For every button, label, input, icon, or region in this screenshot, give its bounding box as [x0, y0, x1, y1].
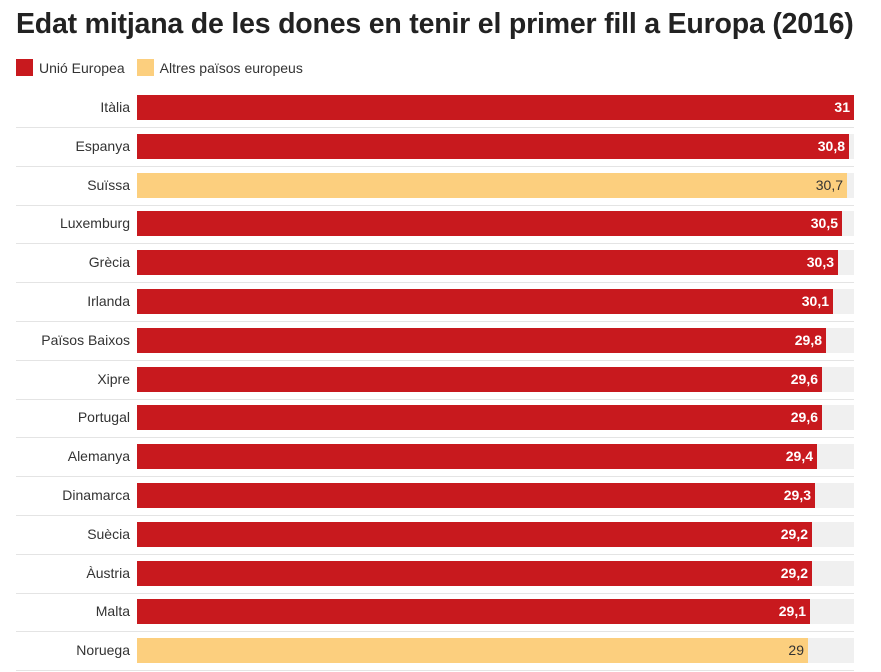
data-label: 29,8: [794, 331, 822, 348]
bar: [137, 289, 833, 314]
legend-swatch-eu: [16, 59, 33, 76]
bar: [137, 133, 849, 159]
category-label: Portugal: [77, 409, 130, 426]
category-label: Alemanya: [67, 448, 130, 465]
bar-row: Països Baixos 29,8: [16, 321, 854, 361]
category-label: Malta: [95, 603, 130, 620]
bar: [137, 560, 812, 586]
bar: [137, 95, 854, 120]
bar-row: Espanya 30,8: [16, 127, 854, 167]
bar-chart: Itàlia 31 Espanya 30,8 Suïssa 30,7 Luxemburg 30…: [0, 88, 881, 672]
bar: [137, 172, 847, 198]
category-label: Països Baixos: [41, 331, 130, 348]
bar-row: Grècia 30,3: [16, 243, 854, 284]
category-label: Grècia: [88, 254, 130, 271]
category-label: Àustria: [86, 564, 130, 581]
legend-swatch-other: [136, 59, 154, 76]
data-label: 30,3: [806, 254, 834, 271]
bar-row: Malta 29,1: [16, 592, 854, 633]
category-label: Noruega: [76, 642, 130, 659]
bar: [137, 366, 822, 392]
bar: [137, 521, 812, 547]
bar-row: Suècia 29,2: [16, 515, 854, 555]
bar: [137, 250, 838, 276]
bar-row: Dinamarca 29,3: [16, 476, 854, 516]
bar-row: Portugal 29,6: [16, 398, 854, 439]
bar-row: Noruega 29: [16, 631, 854, 672]
data-label: 29,6: [790, 409, 818, 426]
bar-row: Irlanda 30,1: [16, 282, 854, 322]
legend-item-other: Altres països europeus: [136, 59, 303, 76]
chart-title: Edat mitjana de les dones en tenir el pr…: [16, 8, 854, 40]
bar-row: Alemanya 29,4: [16, 437, 854, 478]
data-label: 30,8: [817, 137, 845, 154]
data-label: 29,2: [780, 525, 808, 542]
bar: [137, 638, 808, 664]
category-label: Xipre: [97, 370, 130, 387]
legend-item-eu: Unió Europea: [16, 59, 125, 76]
legend-label-other: Altres països europeus: [159, 59, 303, 76]
data-label: 29,1: [778, 603, 806, 620]
bar-row: Àustria 29,2: [16, 554, 854, 594]
bar-row: Xipre 29,6: [16, 360, 854, 400]
category-label: Luxemburg: [59, 215, 130, 232]
data-label: 29,2: [780, 564, 808, 581]
data-label: 30,5: [810, 215, 838, 232]
bar: [137, 211, 842, 237]
category-label: Suïssa: [87, 176, 130, 193]
legend-label-eu: Unió Europea: [39, 59, 125, 76]
bar: [137, 444, 817, 470]
bar: [137, 327, 826, 353]
data-label: 29,4: [785, 448, 813, 465]
category-label: Espanya: [75, 137, 130, 154]
bar-row: Luxemburg 30,5: [16, 204, 854, 245]
category-label: Itàlia: [100, 99, 130, 115]
category-label: Dinamarca: [62, 487, 130, 503]
legend: Unió Europea Altres països europeus: [16, 59, 315, 76]
data-label: 29,6: [790, 370, 818, 387]
bar: [137, 483, 815, 508]
data-label: 29: [788, 642, 804, 659]
data-label: 29,3: [783, 487, 811, 503]
category-label: Irlanda: [87, 293, 130, 309]
data-label: 30,7: [815, 176, 843, 193]
data-label: 31: [834, 99, 850, 115]
bar-row: Suïssa 30,7: [16, 166, 854, 206]
bar: [137, 599, 810, 625]
data-label: 30,1: [801, 293, 829, 309]
category-label: Suècia: [87, 525, 130, 542]
bar-row: Itàlia 31: [16, 88, 854, 128]
bar: [137, 405, 822, 431]
